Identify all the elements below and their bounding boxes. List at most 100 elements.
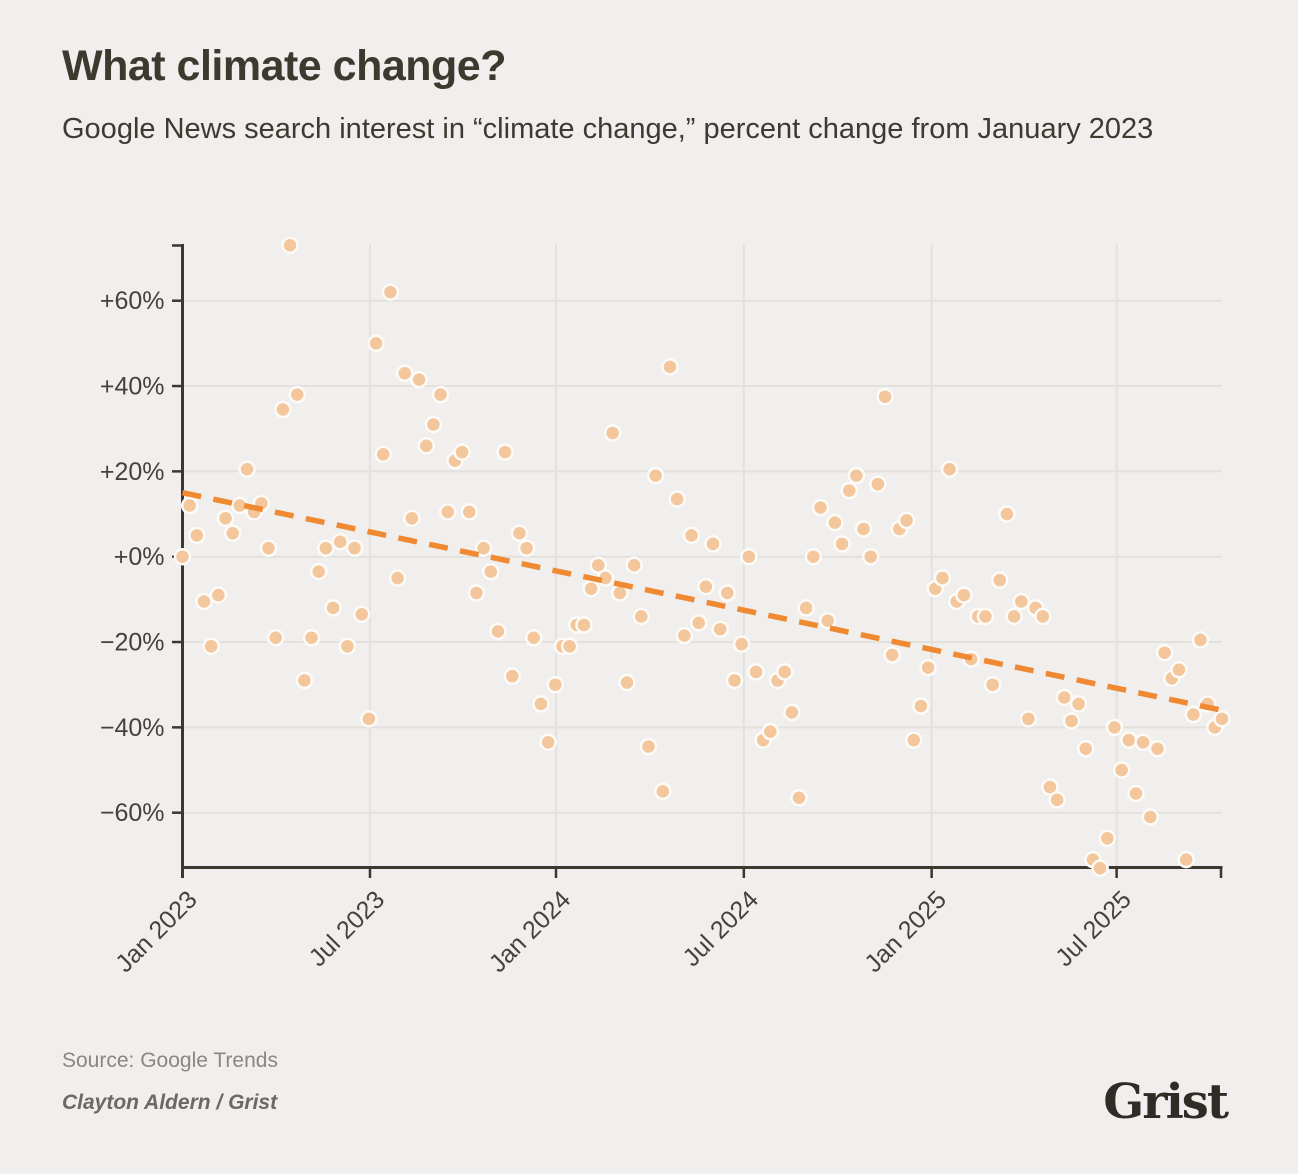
data-point	[431, 385, 450, 404]
data-point	[654, 782, 672, 801]
data-point	[883, 646, 901, 664]
data-point	[496, 443, 514, 461]
data-point	[747, 663, 765, 681]
data-point	[998, 505, 1016, 523]
data-point	[689, 614, 708, 632]
data-point	[682, 526, 701, 545]
data-point	[955, 586, 973, 604]
data-point	[1148, 739, 1167, 758]
x-tick-label: Jul 2023	[304, 885, 391, 972]
data-point	[309, 562, 328, 581]
data-point	[876, 387, 894, 406]
data-point	[1213, 710, 1231, 728]
data-point	[1069, 695, 1088, 713]
x-tick-label: Jan 2025	[859, 885, 952, 978]
data-point	[826, 513, 844, 532]
data-point	[1048, 791, 1066, 809]
credit-note: Clayton Aldern / Grist	[62, 1091, 278, 1114]
data-point	[933, 569, 952, 587]
data-point	[482, 562, 500, 581]
y-tick-label: −60%	[100, 799, 165, 827]
data-point	[288, 385, 306, 404]
y-tick-label: +40%	[100, 373, 165, 401]
data-point	[1055, 688, 1074, 707]
data-point	[919, 658, 937, 677]
data-point	[940, 460, 959, 478]
data-point	[517, 539, 536, 557]
data-point	[775, 663, 794, 681]
data-point	[618, 673, 636, 692]
scatter-chart: +60% +40% +20% +0% −20% −40% −60% Jan 2023 Jul 2…	[100, 236, 1231, 978]
data-point	[510, 524, 529, 542]
data-point	[991, 571, 1009, 589]
data-point	[259, 539, 278, 557]
data-point	[453, 443, 471, 461]
data-point	[1184, 705, 1203, 724]
data-point	[1127, 784, 1145, 803]
data-point	[560, 637, 579, 656]
data-point	[704, 535, 722, 553]
data-point	[840, 481, 858, 500]
data-point	[374, 445, 392, 464]
data-point	[532, 695, 550, 713]
data-point	[525, 629, 543, 647]
data-point	[575, 616, 593, 634]
data-point	[1177, 850, 1195, 869]
data-point	[1155, 643, 1174, 662]
data-point	[302, 629, 321, 647]
data-point	[869, 475, 887, 493]
data-point	[1112, 761, 1131, 779]
data-point	[740, 547, 758, 566]
data-point	[1019, 710, 1038, 728]
data-point	[732, 635, 751, 653]
data-point	[818, 611, 837, 630]
data-point	[274, 400, 292, 419]
data-point	[1098, 829, 1117, 848]
data-point	[697, 577, 715, 596]
data-point	[976, 607, 995, 626]
data-point	[1062, 712, 1081, 730]
data-point	[367, 334, 385, 353]
data-point	[804, 547, 823, 566]
data-point	[797, 599, 815, 617]
data-point	[603, 424, 622, 442]
data-point	[983, 675, 1002, 694]
data-point	[625, 556, 643, 574]
x-tick-label: Jul 2024	[677, 885, 764, 972]
data-point	[1077, 739, 1095, 758]
trend-line	[181, 490, 1223, 713]
data-point	[811, 498, 830, 517]
data-point	[912, 697, 930, 715]
data-point	[897, 511, 916, 530]
data-point	[388, 569, 407, 587]
data-point	[173, 547, 192, 566]
data-point	[317, 539, 335, 557]
data-point	[761, 722, 780, 741]
data-point	[403, 509, 421, 528]
data-point	[439, 503, 457, 521]
data-point	[1120, 731, 1138, 749]
grist-logo: Grist	[1103, 1074, 1229, 1130]
data-point	[668, 490, 686, 508]
data-point	[1134, 733, 1152, 752]
data-point	[238, 460, 256, 478]
data-point	[360, 710, 378, 728]
data-point	[725, 671, 744, 690]
data-point	[460, 503, 479, 521]
data-point	[281, 236, 299, 254]
data-point	[675, 626, 694, 645]
data-point	[352, 605, 371, 624]
data-point	[783, 703, 801, 722]
data-point	[790, 789, 808, 807]
data-point	[661, 358, 679, 376]
x-tick-label: Jan 2024	[484, 885, 577, 978]
data-point	[1105, 718, 1124, 737]
data-point	[1141, 808, 1160, 826]
data-point	[410, 370, 428, 389]
source-note: Source: Google Trends	[62, 1049, 278, 1072]
data-point	[1034, 607, 1052, 626]
data-point	[295, 671, 314, 690]
data-point	[1191, 631, 1210, 649]
data-point	[209, 586, 228, 604]
data-point	[202, 637, 220, 656]
